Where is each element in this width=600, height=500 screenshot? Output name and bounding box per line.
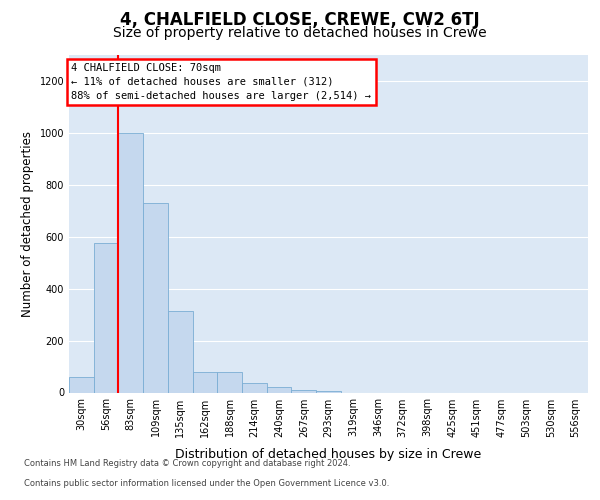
- Bar: [69, 377, 94, 392]
- Bar: [217, 372, 242, 392]
- Bar: [118, 133, 143, 392]
- Bar: [316, 391, 341, 392]
- Text: Contains public sector information licensed under the Open Government Licence v3: Contains public sector information licen…: [24, 478, 389, 488]
- X-axis label: Distribution of detached houses by size in Crewe: Distribution of detached houses by size …: [175, 448, 482, 461]
- Text: Contains HM Land Registry data © Crown copyright and database right 2024.: Contains HM Land Registry data © Crown c…: [24, 458, 350, 468]
- Bar: [168, 310, 193, 392]
- Text: 4 CHALFIELD CLOSE: 70sqm
← 11% of detached houses are smaller (312)
88% of semi-: 4 CHALFIELD CLOSE: 70sqm ← 11% of detach…: [71, 63, 371, 101]
- Bar: [94, 243, 118, 392]
- Bar: [242, 384, 267, 392]
- Bar: [292, 390, 316, 392]
- Text: 4, CHALFIELD CLOSE, CREWE, CW2 6TJ: 4, CHALFIELD CLOSE, CREWE, CW2 6TJ: [120, 11, 480, 29]
- Y-axis label: Number of detached properties: Number of detached properties: [21, 130, 34, 317]
- Bar: [143, 203, 168, 392]
- Bar: [193, 372, 217, 392]
- Text: Size of property relative to detached houses in Crewe: Size of property relative to detached ho…: [113, 26, 487, 40]
- Bar: [267, 388, 292, 392]
